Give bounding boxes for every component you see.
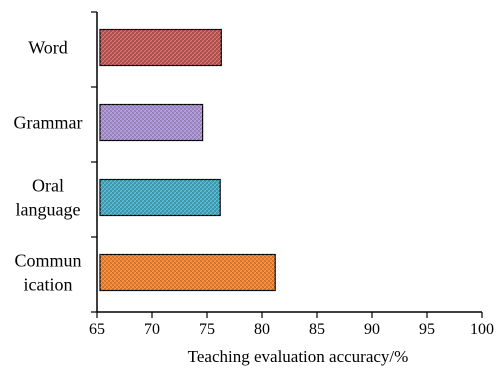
x-tick-label: 65 (89, 321, 105, 338)
y-tick-label: Grammar (14, 113, 83, 133)
bars (99, 28, 276, 292)
x-tick-label: 85 (309, 321, 325, 338)
x-tick-label: 95 (419, 321, 435, 338)
x-tick-label: 70 (144, 321, 160, 338)
axes: 65 70 75 80 85 90 95 100 (89, 11, 494, 338)
bar-pattern (100, 179, 221, 216)
x-tick-label: 80 (254, 321, 270, 338)
x-tick-label: 90 (364, 321, 380, 338)
x-tick-label: 100 (470, 321, 494, 338)
bar-pattern (100, 254, 276, 291)
category-labels: Word Grammar Oral language Commun ication (14, 38, 83, 295)
y-tick-label: Oral language (16, 176, 81, 220)
x-axis-label: Teaching evaluation accuracy/% (188, 347, 409, 366)
y-tick-label: Word (28, 38, 68, 58)
bar-pattern (100, 29, 222, 66)
y-tick-label: Commun ication (14, 251, 81, 295)
bar-pattern (100, 104, 203, 141)
x-tick-label: 75 (199, 321, 215, 338)
